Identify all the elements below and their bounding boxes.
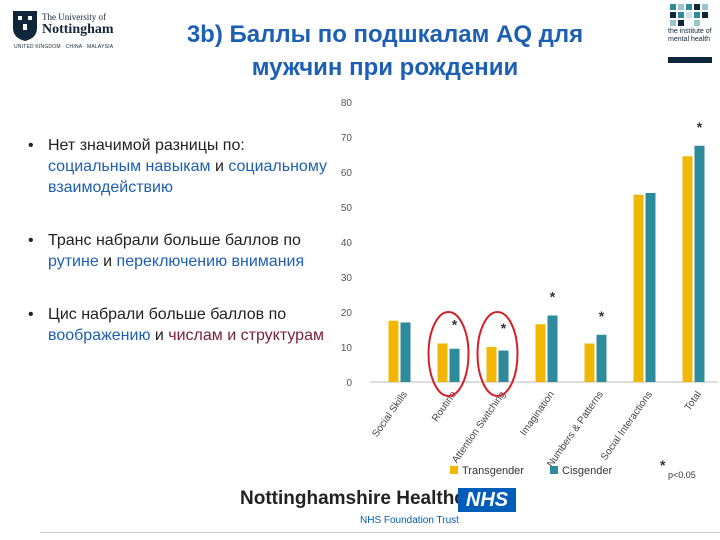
crest-icon: [13, 11, 37, 41]
y-tick-label: 20: [341, 308, 353, 319]
bullet-highlight: социальному взаимодействию: [48, 158, 328, 196]
bullet-text: Нет значимой разницы по:: [48, 137, 245, 154]
bar-cisgender: [694, 145, 705, 382]
bullet-text: Цис набрали больше баллов по: [48, 306, 287, 323]
university-logo: The University of Nottingham UNITED KING…: [10, 6, 115, 52]
x-tick-label: Total: [683, 389, 704, 413]
highlight-circle: [427, 311, 470, 397]
footer-divider: [40, 532, 720, 533]
x-tick-label: Attention Switching: [450, 389, 508, 465]
significance-marker: *: [452, 317, 458, 333]
university-logo-line2: Nottingham: [42, 22, 114, 37]
significance-marker: *: [550, 289, 556, 305]
bullet-highlight: социальным навыкам: [48, 158, 211, 175]
legend-label: Cisgender: [562, 465, 612, 477]
bullet-highlight: воображению: [48, 327, 151, 344]
bullet-highlight: переключению внимания: [116, 253, 305, 270]
slide-title-line1: 3b) Баллы по подшкалам AQ для: [186, 21, 584, 48]
bullet-dot: •: [28, 306, 34, 323]
bullet-item: • Цис набрали больше баллов по воображен…: [28, 304, 328, 346]
highlight-circle: [476, 311, 519, 397]
y-tick-label: 60: [341, 168, 353, 179]
imh-logo-text: the institute of mental health: [668, 28, 712, 43]
legend-label: Transgender: [462, 465, 524, 477]
slide-title: 3b) Баллы по подшкалам AQ для мужчин при…: [115, 18, 655, 84]
y-tick-label: 70: [341, 133, 353, 144]
bar-cisgender: [498, 350, 509, 382]
y-tick-label: 30: [341, 273, 353, 284]
significance-marker: *: [501, 320, 507, 336]
x-tick-label: Imagination: [518, 389, 557, 438]
y-tick-label: 10: [341, 343, 353, 354]
bullet-text: Транс набрали больше баллов по: [48, 232, 301, 249]
bullet-item: • Транс набрали больше баллов по рутине …: [28, 230, 328, 272]
bar-transgender: [682, 156, 693, 382]
x-tick-label: Social Interactions: [599, 389, 655, 462]
bar-transgender: [486, 347, 497, 382]
y-tick-label: 40: [341, 238, 353, 249]
bullet-highlight: числам и структурам: [168, 327, 324, 344]
university-logo-line3: UNITED KINGDOM · CHINA · MALAYSIA: [14, 44, 114, 50]
bar-transgender: [633, 194, 644, 382]
significance-marker: *: [599, 308, 605, 324]
bullet-highlight: рутине: [48, 253, 99, 270]
footer-org-name: Nottinghamshire Healthcare: [240, 488, 494, 509]
bar-cisgender: [449, 348, 460, 382]
significance-marker: *: [697, 119, 703, 135]
bar-cisgender: [547, 315, 558, 382]
bar-transgender: [584, 343, 595, 382]
y-tick-label: 80: [341, 98, 353, 109]
bar-cisgender: [596, 334, 607, 382]
bullet-text: и: [98, 253, 117, 270]
bullet-dot: •: [28, 232, 34, 249]
nhs-logo: NHS: [458, 488, 516, 512]
slide-title-line2: мужчин при рождении: [251, 54, 519, 81]
bar-transgender: [535, 324, 546, 382]
legend-swatch: [550, 466, 558, 474]
x-tick-label: Social Skills: [370, 389, 410, 439]
bar-transgender: [388, 320, 399, 382]
bullet-item: • Нет значимой разницы по: социальным на…: [28, 135, 328, 198]
imh-logo-icon: [670, 4, 708, 26]
bar-cisgender: [645, 193, 656, 382]
bullet-text: и: [150, 327, 169, 344]
legend-significance-note: p<0.05: [668, 470, 696, 480]
footer-trust-name: NHS Foundation Trust: [360, 515, 459, 526]
legend-swatch: [450, 466, 458, 474]
y-tick-label: 50: [341, 203, 353, 214]
y-tick-label: 0: [346, 378, 352, 389]
bullet-dot: •: [28, 137, 34, 154]
imh-badge: [668, 57, 712, 63]
bar-cisgender: [400, 322, 411, 382]
legend-significance-marker: *: [660, 457, 666, 473]
bullet-text: и: [210, 158, 229, 175]
x-tick-label: Numbers & Patterns: [545, 389, 606, 469]
bar-transgender: [437, 343, 448, 382]
university-logo-line1: The University of: [42, 12, 106, 22]
bullet-list: • Нет значимой разницы по: социальным на…: [28, 135, 328, 378]
